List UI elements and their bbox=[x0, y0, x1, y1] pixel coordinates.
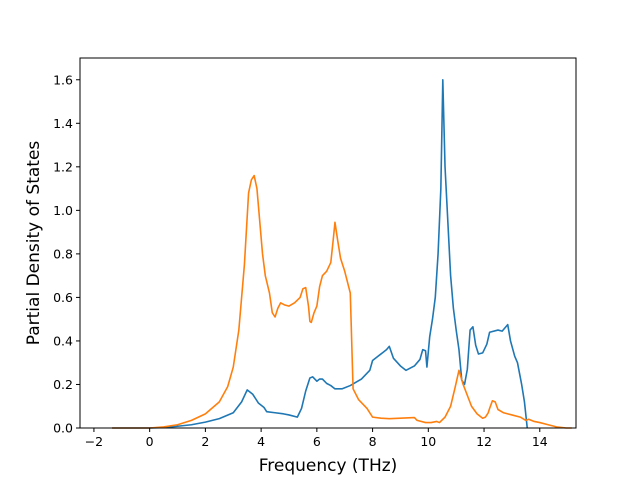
series-line-1 bbox=[112, 78, 529, 429]
y-tick-label: 1.6 bbox=[53, 72, 73, 87]
y-tick-label: 1.4 bbox=[53, 116, 73, 131]
x-tick-label: 4 bbox=[257, 434, 265, 449]
series-layer bbox=[112, 78, 572, 429]
x-tick-label: 0 bbox=[146, 434, 154, 449]
plot-background bbox=[80, 58, 576, 428]
y-tick-label: 0.4 bbox=[53, 333, 73, 348]
x-tick-label: 10 bbox=[420, 434, 436, 449]
y-tick-label: 0.6 bbox=[53, 290, 73, 305]
series-line-2 bbox=[112, 174, 572, 429]
ticks-layer: −2 0 2 4 6 8 10 12 14 0.0 0.2 0.4 0.6 0.8 1.0 1.2 1.4 1.6 bbox=[53, 72, 548, 449]
y-tick-label: 1.0 bbox=[53, 203, 73, 218]
y-tick-label: 0.2 bbox=[53, 377, 73, 392]
x-tick-label: 12 bbox=[476, 434, 492, 449]
y-tick-label: 1.2 bbox=[53, 159, 73, 174]
x-tick-label: 8 bbox=[369, 434, 377, 449]
y-tick-label: 0.8 bbox=[53, 246, 73, 261]
y-tick-label: 0.0 bbox=[53, 421, 73, 436]
plot-frame bbox=[79, 57, 577, 429]
x-axis-label: Frequency (THz) bbox=[259, 456, 398, 476]
x-tick-label: 2 bbox=[201, 434, 209, 449]
x-tick-label: −2 bbox=[85, 434, 103, 449]
x-tick-label: 6 bbox=[313, 434, 321, 449]
y-axis-label: Partial Density of States bbox=[24, 141, 44, 346]
x-tick-label: 14 bbox=[532, 434, 548, 449]
